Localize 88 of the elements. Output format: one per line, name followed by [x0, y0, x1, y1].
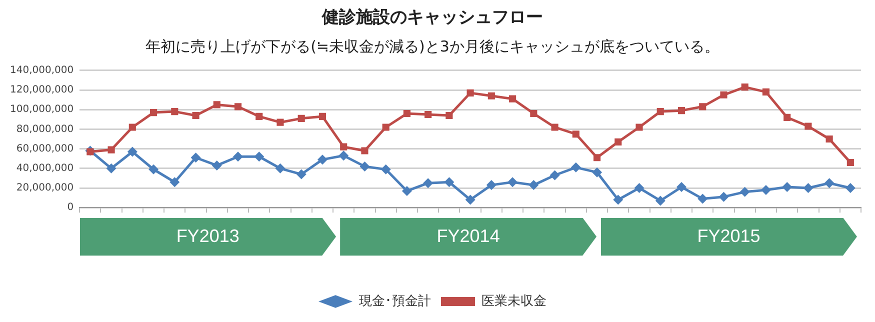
point [256, 112, 263, 120]
point [86, 148, 94, 156]
point [403, 110, 410, 118]
point [488, 92, 495, 100]
point [699, 103, 706, 110]
point [824, 178, 834, 188]
point [550, 170, 560, 180]
point [298, 114, 305, 122]
point [698, 194, 708, 204]
point [254, 152, 264, 162]
point [720, 91, 728, 98]
point [676, 182, 686, 192]
point [276, 118, 284, 126]
point [127, 146, 138, 157]
point [678, 107, 686, 114]
point [148, 164, 159, 174]
point [170, 177, 180, 188]
point [655, 196, 666, 206]
point [530, 110, 538, 118]
point [486, 180, 496, 190]
point [150, 109, 158, 116]
point [106, 163, 116, 174]
y-tick-label: 100,000,000 [10, 104, 74, 116]
point [212, 160, 222, 170]
point [382, 124, 390, 131]
point [804, 122, 812, 130]
chart-subtitle: 年初に売り上げが下がる(≒未収金が減る)と3か月後にキャッシュが底をついている。 [146, 37, 720, 56]
legend-label: 現金･預金計 [359, 294, 431, 309]
point [361, 147, 368, 154]
point [741, 84, 748, 91]
point [108, 146, 115, 154]
point [275, 163, 286, 174]
point [551, 124, 558, 131]
point [656, 108, 664, 116]
y-tick-label: 120,000,000 [10, 84, 74, 96]
point [128, 124, 136, 131]
text: FY2013 [80, 218, 336, 256]
point [845, 183, 856, 193]
point [317, 154, 328, 165]
point [782, 182, 792, 192]
point [634, 183, 644, 193]
point [784, 114, 791, 121]
point [593, 154, 601, 162]
point [508, 177, 518, 188]
y-tick-label: 20,000,000 [16, 182, 74, 194]
point [233, 152, 244, 162]
y-tick-label: 80,000,000 [16, 124, 74, 135]
point [826, 135, 833, 143]
point [234, 103, 242, 110]
point [402, 186, 412, 196]
point [340, 143, 348, 150]
point [760, 184, 771, 195]
point [465, 194, 476, 205]
point [803, 183, 814, 193]
point [614, 138, 622, 146]
point [636, 124, 643, 131]
point [572, 130, 580, 138]
text: FY2015 [600, 218, 857, 256]
point [444, 177, 454, 188]
text: FY2014 [340, 218, 597, 256]
point [509, 95, 516, 102]
point [762, 88, 770, 96]
point [296, 169, 306, 180]
chart-title: 健診施設のキャッシュフロー [321, 8, 543, 28]
point [423, 178, 434, 188]
point [190, 152, 201, 163]
point [740, 186, 750, 197]
y-tick-label: 140,000,000 [10, 64, 74, 76]
point [846, 158, 854, 166]
point [338, 150, 349, 161]
point [424, 110, 432, 118]
point [570, 162, 581, 172]
point [192, 112, 200, 120]
point [171, 108, 178, 116]
point [318, 112, 326, 120]
y-tick-label: 0 [67, 202, 74, 214]
point [592, 167, 602, 178]
y-tick-label: 40,000,000 [16, 162, 74, 174]
point [213, 101, 220, 108]
point [380, 164, 391, 174]
point [528, 180, 539, 190]
point [466, 89, 474, 96]
point [360, 161, 370, 172]
point [718, 192, 729, 202]
point [613, 194, 624, 205]
legend-label: 医業未収金 [482, 294, 546, 309]
point [446, 112, 453, 120]
y-tick-label: 60,000,000 [16, 143, 74, 154]
